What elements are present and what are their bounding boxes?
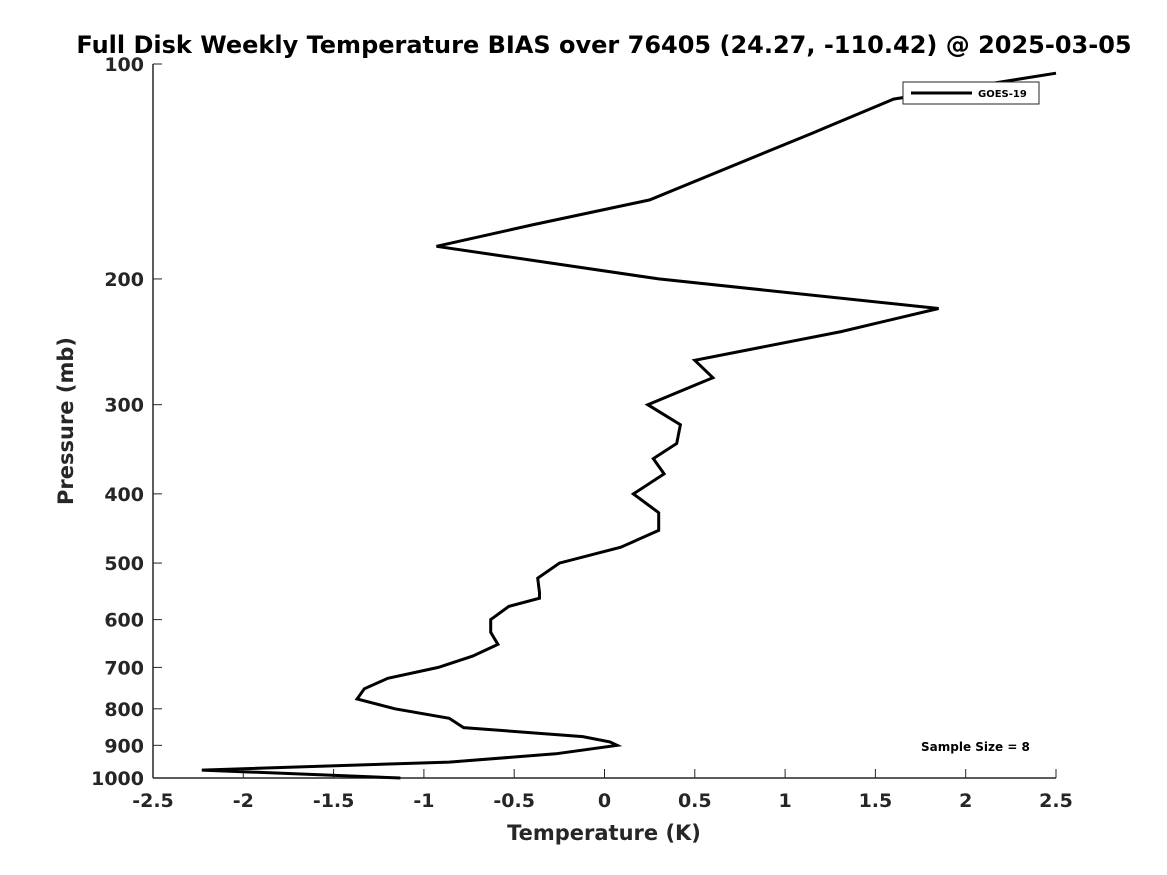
y-axis-label: Pressure (mb) xyxy=(54,337,78,505)
y-ticks: 100 200 300 400 500 600 700 800 900 1000 xyxy=(91,54,162,790)
x-ticks: -2.5 -2 -1.5 -1 -0.5 0 0.5 1 1.5 2 2.5 xyxy=(132,769,1073,812)
y-tick-label: 400 xyxy=(104,484,144,506)
y-tick-label: 900 xyxy=(104,735,144,757)
y-tick-label: 100 xyxy=(104,54,144,76)
x-tick-label: 2.5 xyxy=(1039,790,1073,812)
x-tick-label: 0 xyxy=(598,790,611,812)
x-tick-label: -2.5 xyxy=(132,790,174,812)
x-tick-label: 0.5 xyxy=(678,790,712,812)
y-tick-label: 300 xyxy=(104,395,144,417)
plot-area xyxy=(153,64,1056,778)
x-axis-label: Temperature (K) xyxy=(507,821,701,845)
legend-label-goes-19: GOES-19 xyxy=(978,89,1027,100)
x-tick-label: -1.5 xyxy=(313,790,355,812)
x-tick-label: -2 xyxy=(233,790,254,812)
sample-size-annotation: Sample Size = 8 xyxy=(921,740,1030,754)
x-tick-label: 1.5 xyxy=(859,790,893,812)
x-tick-label: -0.5 xyxy=(493,790,535,812)
chart-title: Full Disk Weekly Temperature BIAS over 7… xyxy=(76,31,1131,59)
x-tick-label: 2 xyxy=(959,790,972,812)
x-tick-label: -1 xyxy=(413,790,434,812)
y-tick-label: 700 xyxy=(104,657,144,679)
y-tick-label: 800 xyxy=(104,699,144,721)
y-tick-label: 600 xyxy=(104,610,144,632)
y-tick-label: 200 xyxy=(104,269,144,291)
series-layer xyxy=(201,71,1057,780)
legend[interactable]: GOES-19 xyxy=(902,81,1040,105)
y-tick-label: 1000 xyxy=(91,768,144,790)
series-line-goes-19 xyxy=(201,71,1057,780)
y-tick-label: 500 xyxy=(104,553,144,575)
x-tick-label: 1 xyxy=(778,790,791,812)
